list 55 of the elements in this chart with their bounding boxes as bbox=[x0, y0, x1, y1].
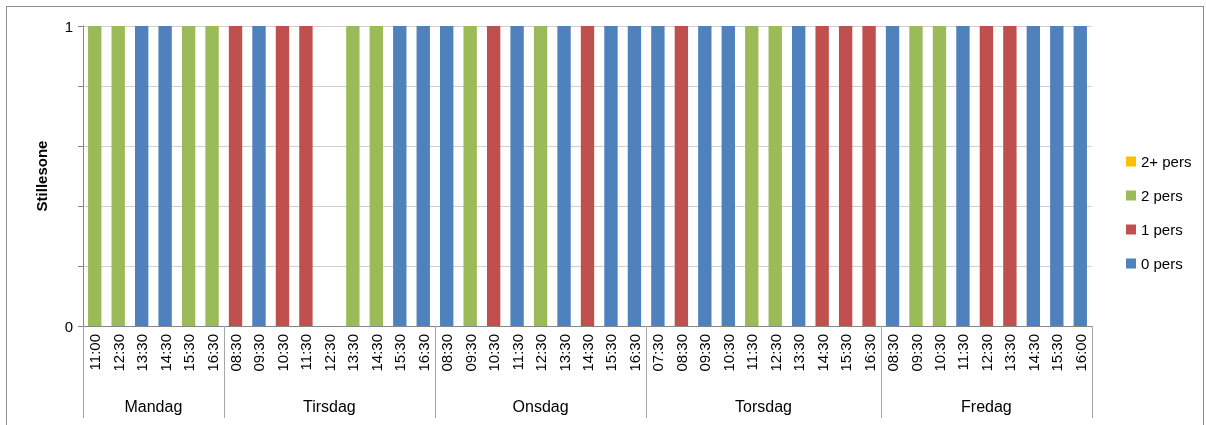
text: Onsdag bbox=[512, 397, 569, 415]
x-tick-label: 12:30 bbox=[532, 334, 550, 372]
x-tick-label: 15:30 bbox=[391, 334, 409, 372]
x-tick-label: 12:30 bbox=[766, 334, 784, 372]
x-tick-label: 11:30 bbox=[297, 334, 315, 371]
x-tick-label: 13:30 bbox=[555, 334, 573, 372]
x-tick-label: 09:30 bbox=[461, 334, 479, 372]
legend-label: 0 pers bbox=[1141, 255, 1183, 272]
x-tick-label: 14:30 bbox=[367, 334, 385, 372]
x-tick-label: 13:30 bbox=[790, 334, 808, 372]
x-tick-label: 13:30 bbox=[1001, 334, 1019, 372]
x-tick-label: 15:30 bbox=[837, 334, 855, 372]
text: Tirsdag bbox=[303, 397, 356, 415]
x-tick-label: 15:30 bbox=[1048, 334, 1066, 372]
x-tick-label: 10:30 bbox=[273, 334, 291, 372]
y-tick-label: 0 bbox=[64, 317, 73, 335]
x-tick-label: 11:30 bbox=[508, 334, 526, 371]
x-tick-label: 14:30 bbox=[156, 334, 174, 372]
x-tick-label: 12:30 bbox=[109, 334, 127, 372]
x-tick-label: 13:30 bbox=[133, 334, 151, 372]
x-tick-label: 09:30 bbox=[907, 334, 925, 372]
x-tick-label: 11:30 bbox=[743, 334, 761, 371]
x-tick-label: 15:30 bbox=[180, 334, 198, 372]
x-tick-label: 07:30 bbox=[649, 334, 667, 372]
x-tick-label: 10:30 bbox=[719, 334, 737, 372]
x-tick-label: 09:30 bbox=[696, 334, 714, 372]
legend-label: 2 pers bbox=[1141, 187, 1183, 204]
x-tick-label: 16:30 bbox=[203, 334, 221, 372]
x-tick-label: 13:30 bbox=[344, 334, 362, 372]
x-tick-label: 11:30 bbox=[954, 334, 972, 371]
text: Torsdag bbox=[735, 397, 792, 415]
legend-label: 1 pers bbox=[1141, 221, 1183, 238]
text: Fredag bbox=[961, 397, 1012, 415]
x-tick-label: 08:30 bbox=[227, 334, 245, 372]
x-tick-label: 10:30 bbox=[485, 334, 503, 372]
x-tick-label: 08:30 bbox=[672, 334, 690, 372]
x-tick-label: 16:30 bbox=[414, 334, 432, 372]
y-axis-title: Stillesone bbox=[33, 140, 50, 212]
x-tick-label: 08:30 bbox=[884, 334, 902, 372]
x-tick-label: 15:30 bbox=[602, 334, 620, 372]
text: Mandag bbox=[124, 397, 183, 415]
legend-label: 2+ pers bbox=[1141, 153, 1192, 170]
x-tick-label: 11:00 bbox=[86, 334, 104, 371]
x-tick-label: 12:30 bbox=[977, 334, 995, 372]
x-tick-label: 12:30 bbox=[320, 334, 338, 372]
x-tick-label: 14:30 bbox=[813, 334, 831, 372]
y-tick-label: 1 bbox=[64, 17, 73, 35]
x-tick-label: 16:30 bbox=[625, 334, 643, 372]
x-tick-label: 09:30 bbox=[250, 334, 268, 372]
x-tick-label: 16:00 bbox=[1071, 334, 1089, 372]
x-tick-label: 08:30 bbox=[438, 334, 456, 372]
x-tick-label: 14:30 bbox=[579, 334, 596, 372]
x-tick-label: 14:30 bbox=[1024, 334, 1042, 372]
x-tick-label: 16:30 bbox=[860, 334, 878, 372]
x-tick-label: 10:30 bbox=[930, 334, 948, 372]
